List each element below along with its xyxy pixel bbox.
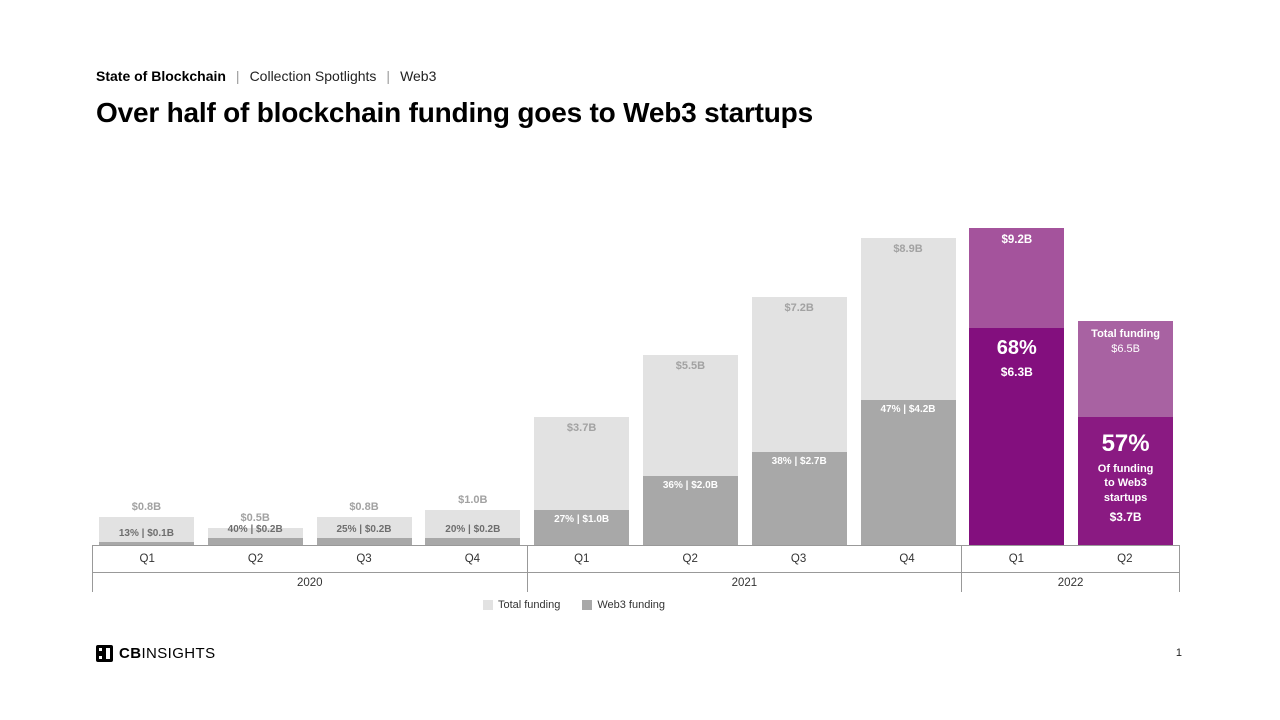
brand-rest: INSIGHTS bbox=[141, 645, 216, 662]
x-tick-label: Q4 bbox=[464, 553, 481, 565]
web3-funding-label: 36% | $2.0B bbox=[662, 480, 718, 491]
total-funding-amount: $6.5B bbox=[1111, 343, 1140, 355]
x-tick-label: Q1 bbox=[574, 553, 590, 565]
x-tick-label: Q4 bbox=[899, 553, 915, 565]
web3-funding-label: 13% | $0.1B bbox=[118, 528, 174, 539]
web3-funding-label: 38% | $2.7B bbox=[771, 456, 827, 467]
year-label: 2021 bbox=[528, 573, 963, 592]
brand-bold: CB bbox=[119, 645, 142, 662]
web3-funding-label: 25% | $0.2B bbox=[336, 524, 392, 535]
web3-funding-label: 20% | $0.2B bbox=[445, 524, 501, 535]
x-tick-label: Q1 bbox=[139, 553, 155, 565]
web3-description-label: Of funding to Web3 startups bbox=[1097, 463, 1154, 504]
year-label: 2020 bbox=[93, 573, 528, 592]
bar-7-q3: 38% | $2.7B $7.2B bbox=[751, 297, 847, 545]
x-tick-label: Q1 bbox=[1008, 553, 1025, 565]
plot-area: $0.8B 13% | $0.1B $0.5B 40% | $0.2B $0.8B 25%… bbox=[92, 150, 1180, 545]
breadcrumb-item-collection-spotlights: Collection Spotlights bbox=[249, 68, 377, 84]
funding-chart: $0.8B 13% | $0.1B $0.5B 40% | $0.2B $0.8B 25%… bbox=[92, 150, 1180, 611]
total-funding-label: $0.8B bbox=[131, 501, 162, 513]
total-funding-label: $8.9B bbox=[893, 243, 923, 255]
x-tick-label: Q3 bbox=[790, 553, 807, 565]
total-funding-label: $5.5B bbox=[675, 360, 706, 372]
web3-highlight-block: 68% $6.3B bbox=[969, 337, 1064, 379]
bar-3-q3: $0.8B 25% | $0.2B bbox=[316, 501, 412, 545]
legend-swatch bbox=[482, 600, 493, 610]
web3-funding-label: 27% | $1.0B bbox=[554, 514, 610, 525]
total-funding-block: Total funding $6.5B bbox=[1078, 328, 1173, 355]
axis-quarters: Q1 Q2 Q3 Q4 Q1 Q2 Q3 Q4 Q1 Q2 bbox=[93, 546, 1179, 573]
legend-label: Web3 funding bbox=[597, 599, 666, 611]
total-funding-label: $7.2B bbox=[784, 302, 814, 314]
web3-segment: 57% Of funding to Web3 startups $3.7B bbox=[1078, 417, 1174, 545]
total-funding-label: $9.2B bbox=[1001, 234, 1033, 246]
x-axis: Q1 Q2 Q3 Q4 Q1 Q2 Q3 Q4 Q1 Q2 2020 2021 2022 bbox=[92, 545, 1180, 592]
bar-9-q1: 68% $6.3B $9.2B bbox=[969, 228, 1065, 545]
cb-insights-logo-icon bbox=[96, 645, 113, 662]
footer-logo: CBINSIGHTS bbox=[96, 645, 216, 662]
breadcrumb-separator: | bbox=[386, 68, 391, 84]
breadcrumb-section: State of Blockchain bbox=[96, 68, 226, 84]
bar-2-q2: $0.5B 40% | $0.2B bbox=[207, 512, 303, 545]
x-tick-label: Q2 bbox=[1117, 553, 1133, 565]
web3-segment: 38% | $2.7B bbox=[751, 452, 847, 545]
page-number: 1 bbox=[1175, 647, 1182, 659]
web3-segment bbox=[207, 538, 303, 545]
web3-amount-label: $6.3B bbox=[1000, 365, 1033, 379]
total-funding-label: $1.0B bbox=[458, 494, 488, 506]
chart-legend: Total funding Web3 funding bbox=[30, 599, 1118, 611]
x-tick-label: Q3 bbox=[356, 553, 372, 565]
web3-segment bbox=[425, 538, 521, 545]
brand-wordmark: CBINSIGHTS bbox=[119, 645, 216, 662]
x-tick-label: Q2 bbox=[247, 553, 264, 565]
web3-amount-label: $3.7B bbox=[1109, 509, 1142, 524]
breadcrumb: State of Blockchain | Collection Spotlig… bbox=[96, 68, 436, 84]
web3-segment: 47% | $4.2B bbox=[860, 400, 956, 545]
web3-segment bbox=[98, 542, 194, 545]
web3-highlight-block: 57% Of funding to Web3 startups $3.7B bbox=[1078, 430, 1173, 524]
page-title: Over half of blockchain funding goes to … bbox=[96, 97, 813, 128]
breadcrumb-item-web3: Web3 bbox=[400, 68, 437, 84]
bar-1-q1: $0.8B 13% | $0.1B bbox=[98, 501, 194, 545]
bar-5-q1: 27% | $1.0B $3.7B bbox=[534, 417, 630, 545]
web3-funding-label: 40% | $0.2B bbox=[227, 524, 283, 535]
year-group-quarters: Q1 Q2 Q3 Q4 bbox=[93, 546, 528, 572]
legend-item: Total funding bbox=[482, 599, 561, 611]
web3-percent-label: 68% bbox=[996, 337, 1037, 359]
total-funding-label: $0.5B bbox=[240, 512, 270, 524]
total-funding-label: $0.8B bbox=[349, 501, 379, 513]
x-tick-label: Q2 bbox=[682, 553, 698, 565]
web3-segment bbox=[316, 538, 412, 545]
legend-swatch bbox=[582, 600, 593, 610]
bar-6-q2: 36% | $2.0B $5.5B bbox=[642, 355, 738, 545]
axis-years: 2020 2021 2022 bbox=[93, 573, 1179, 592]
year-group-quarters: Q1 Q2 Q3 Q4 bbox=[528, 546, 963, 572]
year-group-quarters: Q1 Q2 bbox=[962, 546, 1179, 572]
legend-item: Web3 funding bbox=[582, 599, 665, 611]
web3-segment: 68% $6.3B bbox=[969, 328, 1065, 545]
web3-funding-label: 47% | $4.2B bbox=[880, 404, 936, 415]
legend-label: Total funding bbox=[497, 599, 561, 611]
total-funding-title: Total funding bbox=[1091, 328, 1161, 340]
web3-segment: 27% | $1.0B bbox=[534, 510, 630, 545]
year-label: 2022 bbox=[1057, 576, 1084, 589]
breadcrumb-separator: | bbox=[235, 68, 240, 84]
web3-percent-label: 57% bbox=[1101, 430, 1150, 457]
bar-8-q4: 47% | $4.2B $8.9B bbox=[860, 238, 956, 545]
web3-segment: 36% | $2.0B bbox=[642, 476, 738, 545]
bar-10-q2: 57% Of funding to Web3 startups $3.7B Total… bbox=[1078, 321, 1174, 545]
bar-4-q4: $1.0B 20% | $0.2B bbox=[425, 494, 521, 545]
total-funding-label: $3.7B bbox=[566, 422, 597, 434]
